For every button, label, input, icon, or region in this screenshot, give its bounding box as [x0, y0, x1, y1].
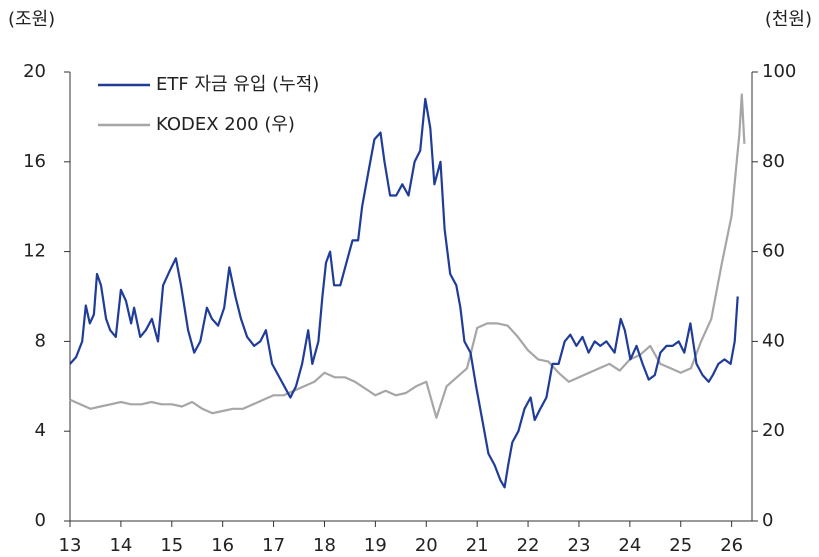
x-tick-label: 26 [720, 535, 743, 556]
legend-label: ETF 자금 유입 (누적) [156, 74, 319, 95]
y2-tick-label: 60 [762, 241, 785, 262]
series-line [69, 97, 739, 489]
y-tick-label: 20 [23, 61, 46, 82]
y2-tick-label: 40 [762, 330, 785, 351]
y-axis-label: (조원) [8, 9, 55, 30]
x-tick-label: 14 [109, 535, 132, 556]
x-tick-label: 18 [313, 535, 336, 556]
x-tick-label: 24 [618, 535, 641, 556]
y2-tick-label: 0 [762, 510, 773, 531]
x-tick-label: 25 [669, 535, 692, 556]
y2-tick-label: 100 [762, 61, 796, 82]
x-tick-label: 21 [466, 535, 489, 556]
series-line [69, 93, 746, 419]
y-tick-label: 12 [23, 241, 46, 262]
x-tick-label: 17 [262, 535, 285, 556]
x-tick-label: 23 [568, 535, 591, 556]
y2-tick-label: 80 [762, 151, 785, 172]
y-tick-label: 4 [35, 420, 46, 441]
x-tick-label: 13 [59, 535, 82, 556]
legend-label: KODEX 200 (우) [156, 114, 295, 135]
x-tick-label: 19 [364, 535, 387, 556]
y-tick-label: 8 [35, 330, 46, 351]
y2-tick-label: 20 [762, 420, 785, 441]
x-tick-label: 20 [415, 535, 438, 556]
x-tick-label: 16 [211, 535, 234, 556]
x-tick-label: 15 [160, 535, 183, 556]
y-tick-label: 16 [23, 151, 46, 172]
y2-axis-label: (천원) [765, 9, 812, 30]
x-tick-label: 22 [517, 535, 540, 556]
y-tick-label: 0 [35, 510, 46, 531]
